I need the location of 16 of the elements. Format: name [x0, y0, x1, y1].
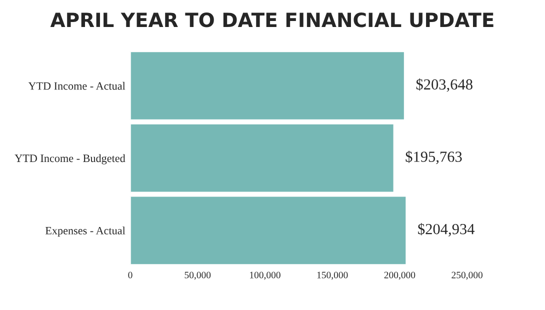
- chart-title: APRIL YEAR TO DATE FINANCIAL UPDATE: [50, 12, 494, 28]
- x-tick-label: 250,000: [452, 272, 482, 280]
- data-label: $203,648: [416, 78, 472, 92]
- x-tick-label: 0: [128, 272, 132, 278]
- y-tick-label: YTD Income - Budgeted: [14, 154, 126, 164]
- data-label: $195,763: [406, 150, 462, 164]
- x-tick-label: 150,000: [317, 272, 348, 280]
- y-tick-label: YTD Income - Actual: [28, 82, 126, 90]
- bar: [130, 123, 395, 194]
- bar: [130, 195, 408, 266]
- y-tick-label: Expenses - Actual: [45, 226, 126, 237]
- data-label: $204,934: [418, 223, 475, 236]
- x-tick-label: 50,000: [184, 272, 211, 280]
- x-tick-label: 100,000: [250, 272, 280, 280]
- bar: [130, 50, 406, 121]
- x-tick-label: 200,000: [384, 272, 416, 280]
